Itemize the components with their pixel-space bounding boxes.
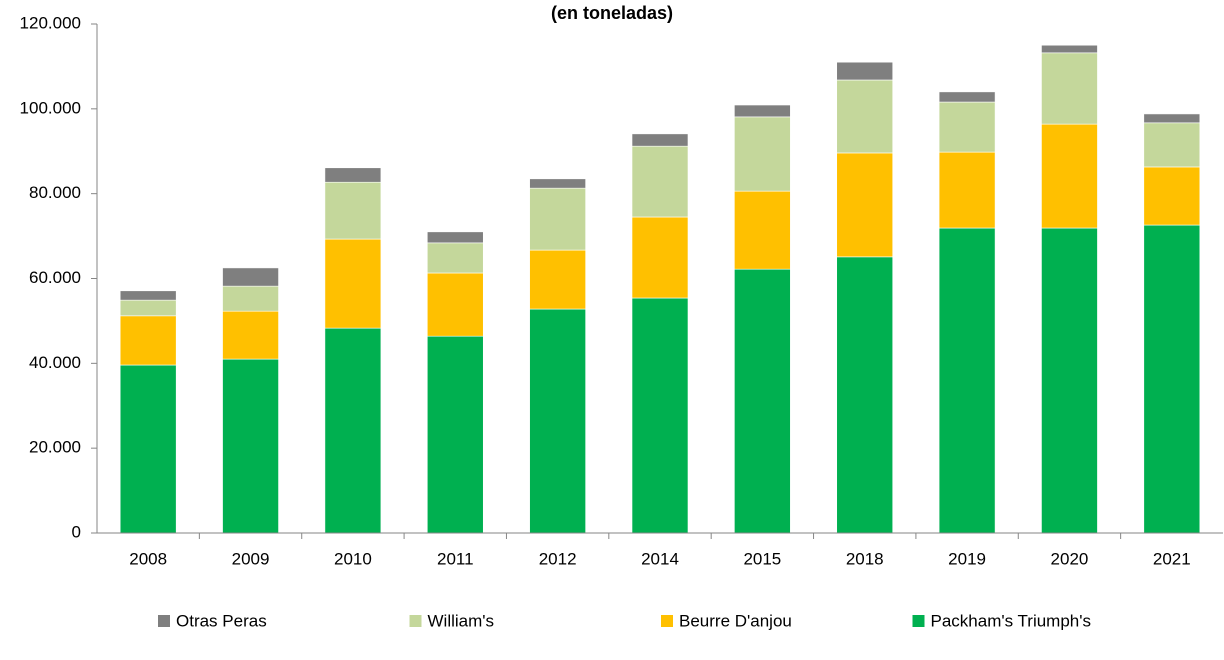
y-tick-label: 120.000 [20,13,81,32]
legend-label: William's [428,611,495,630]
legend-swatch [409,615,422,627]
bar-segment [1143,224,1201,534]
bar-segment [734,116,791,192]
bar-segment [222,267,279,287]
bar-segment [836,79,894,154]
bar-segment [836,152,894,258]
bar-segment [119,299,177,317]
x-tick-label: 2012 [539,549,577,568]
bar-segment [938,91,996,103]
bar-segment [1143,113,1201,124]
bar-segment [1041,123,1098,229]
bar-segment [324,238,382,329]
bar-segment [1143,122,1201,168]
bar-segment [426,231,484,244]
chart-title: (en toneladas) [551,3,673,23]
x-tick-label: 2014 [641,549,679,568]
x-tick-label: 2020 [1051,549,1089,568]
bar-segment [938,101,996,153]
bar-segment [324,167,382,183]
y-tick-label: 40.000 [29,353,81,372]
legend-label: Otras Peras [176,611,267,630]
y-tick-label: 0 [72,522,81,541]
x-tick-label: 2009 [232,549,270,568]
bar-segment [222,285,279,312]
bar-segment [529,249,586,310]
bar-segment [631,133,689,147]
bar-segment [529,187,586,251]
x-tick-label: 2021 [1153,549,1191,568]
bar-segment [836,256,894,534]
legend-swatch [912,615,925,627]
x-tick-label: 2019 [948,549,986,568]
x-tick-label: 2008 [129,549,167,568]
bar-segment [426,335,484,534]
legend-swatch [661,615,673,627]
y-tick-label: 100.000 [20,98,81,117]
legend-swatch [158,615,170,627]
x-tick-label: 2018 [846,549,884,568]
bar-segment [631,216,689,299]
x-tick-label: 2011 [437,549,474,568]
bar-segment [734,104,791,118]
bar-segment [1143,166,1201,226]
bar-segment [324,327,382,534]
bar-segment [426,272,484,337]
bar-segment [529,178,586,189]
bar-segment [734,190,791,270]
bar-segment [938,151,996,229]
x-tick-label: 2015 [743,549,781,568]
bar-segment [222,358,279,534]
bar-segment [529,308,586,534]
x-tick-label: 2010 [334,549,372,568]
bar-segment [119,290,177,301]
legend-label: Packham's Triumph's [931,611,1092,630]
bar-segment [324,181,382,240]
bar-segment [734,268,791,534]
bar-segment [631,145,689,218]
bar-segment [1041,44,1098,54]
bar-segment [1041,52,1098,125]
bar-segment [119,315,177,366]
bar-segment [836,61,894,81]
bar-segment [631,297,689,534]
y-tick-label: 60.000 [29,268,81,287]
bar-segment [222,310,279,360]
y-tick-label: 80.000 [29,183,81,202]
bar-segment [426,242,484,274]
bar-segment [119,364,177,534]
legend-label: Beurre D'anjou [679,611,792,630]
bar-segment [1041,227,1098,534]
y-tick-label: 20.000 [29,438,81,457]
bar-segment [938,227,996,534]
